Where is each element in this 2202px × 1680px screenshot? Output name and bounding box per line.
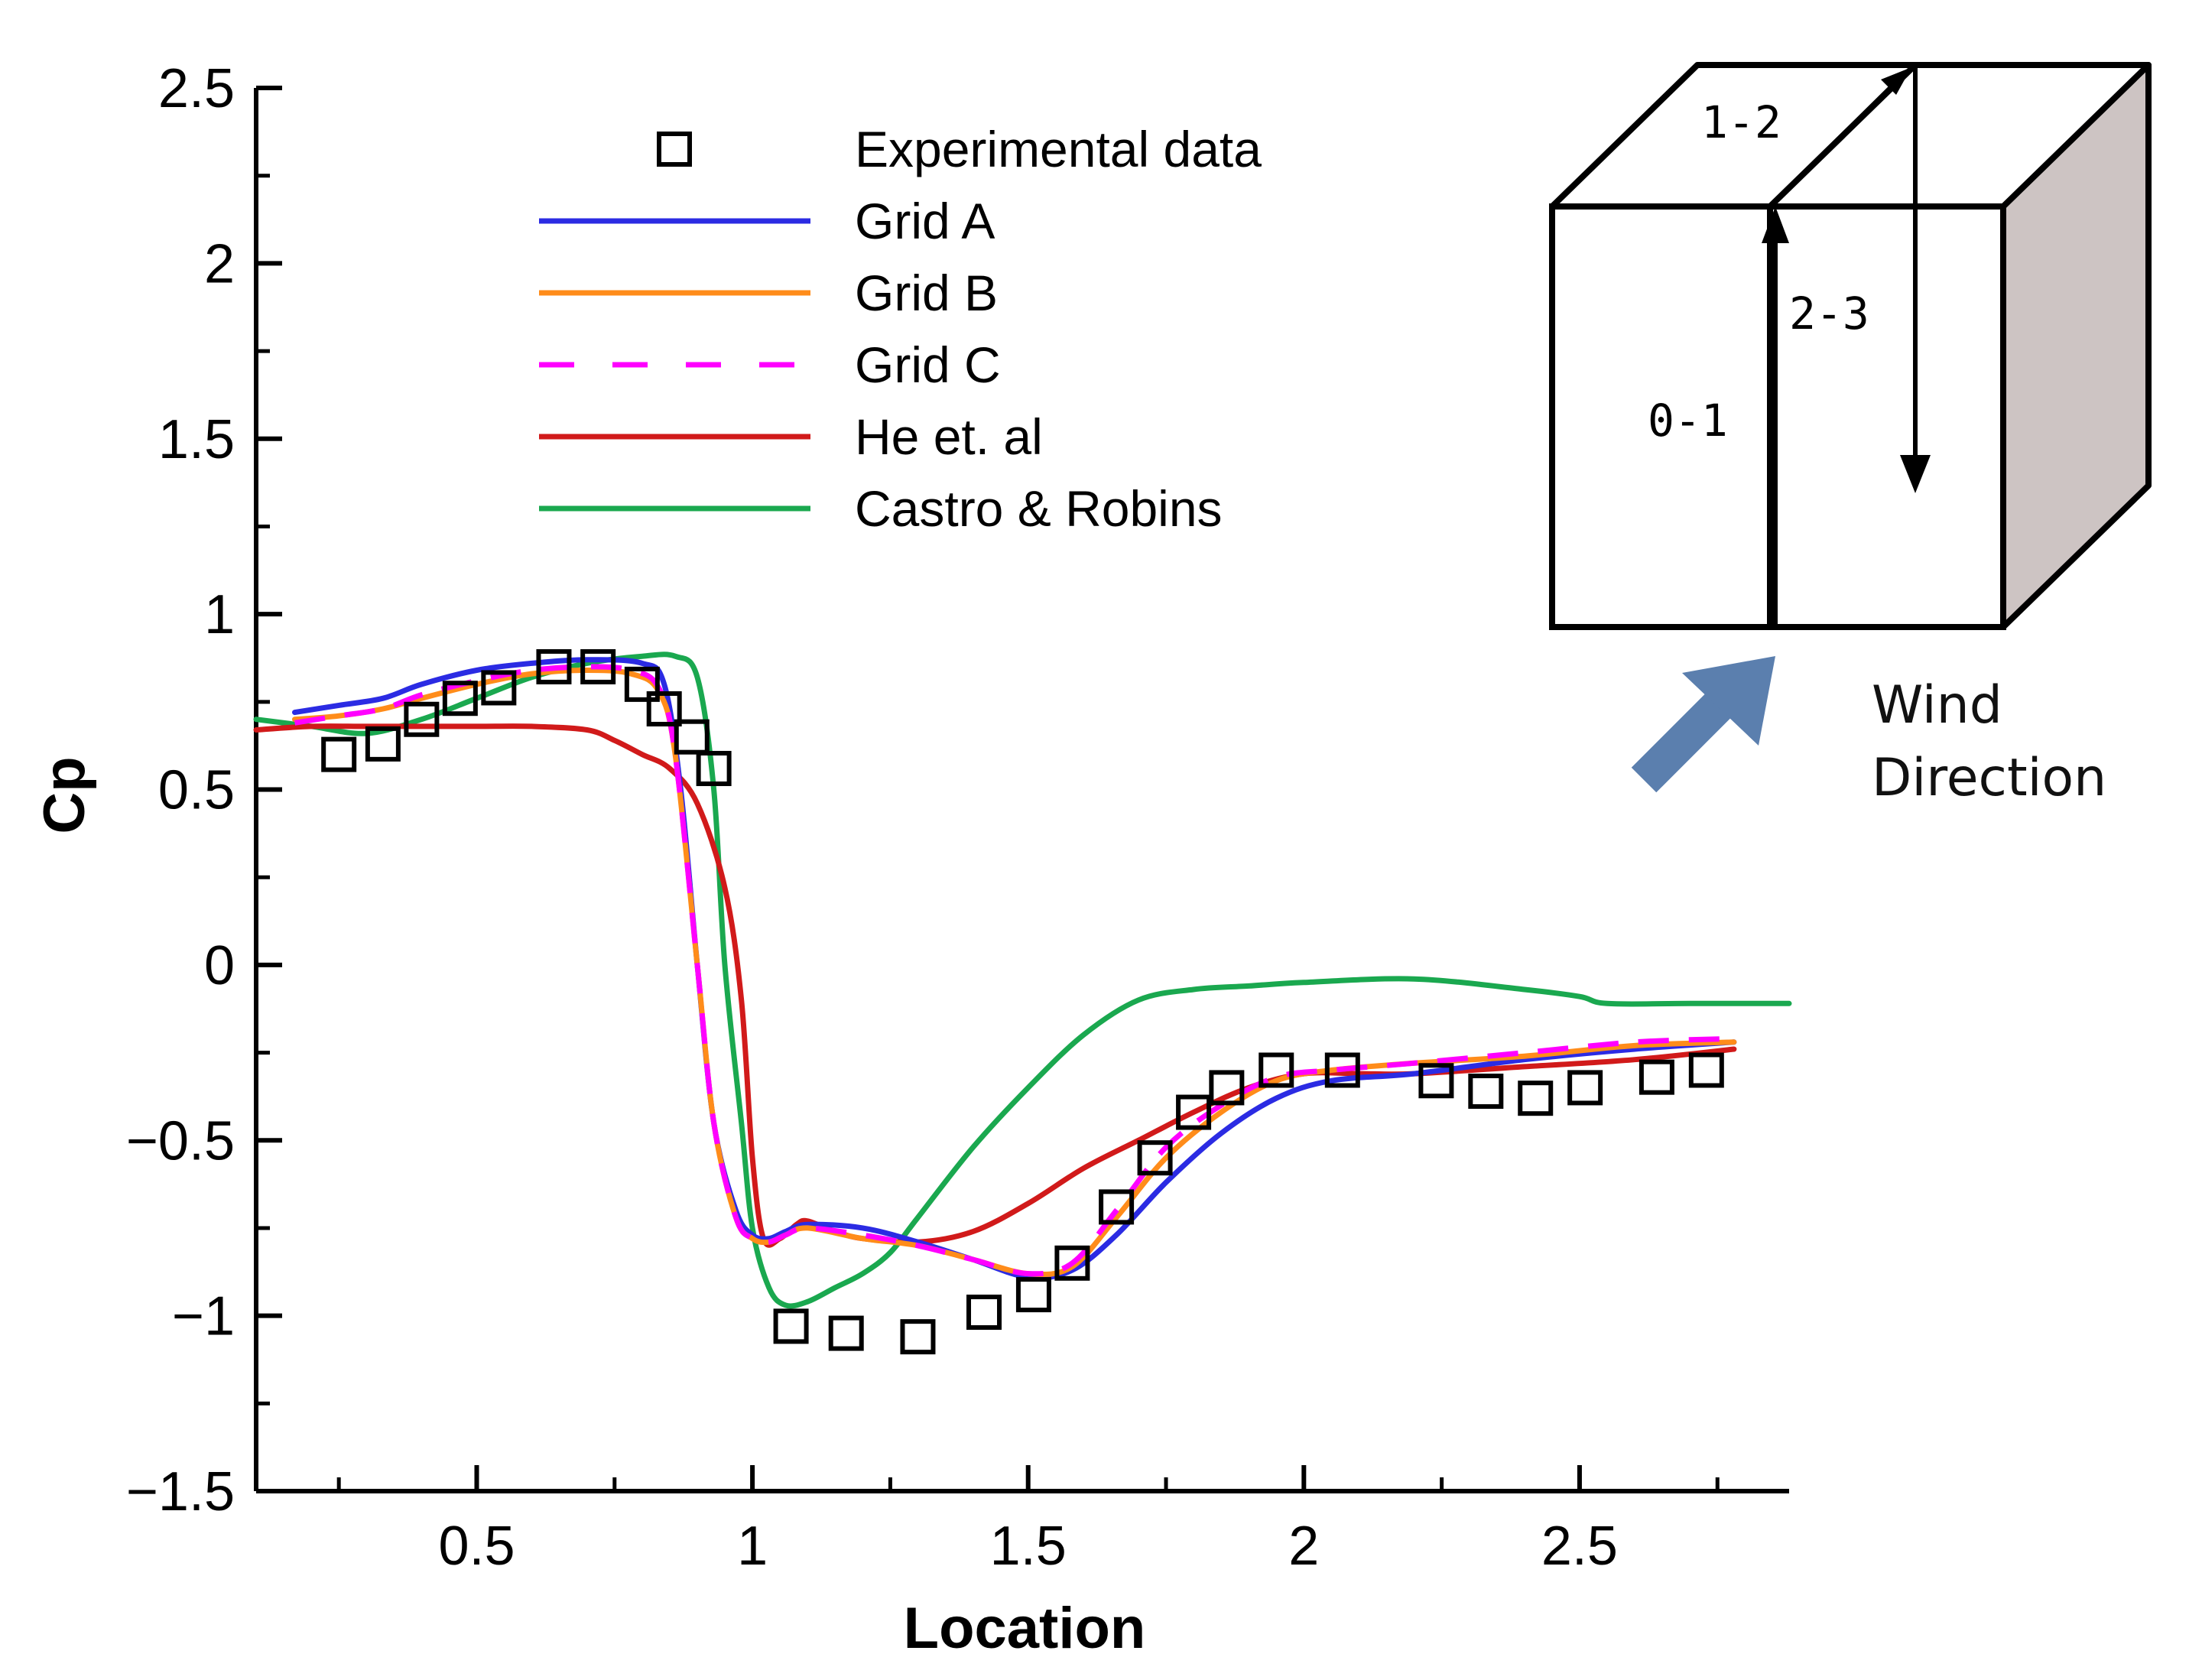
legend-label: Grid C <box>855 336 1001 393</box>
series-line-castro-robins <box>253 652 1792 1309</box>
experimental-data-point <box>442 681 478 717</box>
experimental-data-point <box>1688 1052 1724 1088</box>
arrow-1-2-shaft <box>1768 86 1892 209</box>
series-line-grid-b <box>292 668 1737 1278</box>
experimental-data-point <box>1137 1140 1173 1176</box>
y-tick-label: −0.5 <box>126 1110 235 1171</box>
experimental-data-point <box>1099 1189 1135 1225</box>
building-inset: 1-2 2-3 0-1 Wind Direction <box>1549 62 2152 808</box>
experimental-data-point <box>536 648 572 684</box>
wind-direction-arrow-icon <box>1631 656 1775 793</box>
arrow-2-3-head <box>1900 455 1931 493</box>
experimental-data-point <box>900 1319 936 1355</box>
legend: Experimental data Grid A Grid B Grid C He et… <box>539 121 1262 537</box>
series-line-grid-c <box>294 664 1735 1277</box>
legend-label: Grid A <box>855 193 995 249</box>
experimental-data-point <box>966 1295 1002 1331</box>
experimental-data-point <box>1259 1052 1294 1088</box>
y-tick-label: 0.5 <box>158 760 235 821</box>
legend-item-he-et-al: He et. al <box>539 408 1043 465</box>
experimental-data-point <box>1209 1070 1245 1106</box>
experimental-data-point <box>1015 1277 1051 1313</box>
x-tick-label: 1 <box>737 1516 768 1577</box>
legend-item-castro-robins: Castro & Robins <box>539 480 1223 537</box>
arrow-1-2-head <box>1881 67 1911 95</box>
x-tick-label: 2.5 <box>1541 1516 1618 1577</box>
legend-label: Experimental data <box>855 121 1262 177</box>
experimental-data-point <box>646 691 682 726</box>
y-tick-label: 2.5 <box>158 58 235 119</box>
markers-layer <box>321 648 1724 1355</box>
legend-item-grid-b: Grid B <box>539 265 998 321</box>
y-axis-title: Cp <box>32 756 97 834</box>
y-tick-label: 0 <box>204 935 235 996</box>
legend-item-grid-c: Grid C <box>539 336 1001 393</box>
experimental-data-point <box>696 750 732 786</box>
y-tick-label: −1 <box>172 1286 235 1347</box>
experimental-data-point <box>1054 1245 1090 1281</box>
legend-label: He et. al <box>855 408 1043 465</box>
y-tick-label: 2 <box>204 233 235 294</box>
experimental-data-point <box>773 1308 809 1344</box>
x-tick-label: 1.5 <box>990 1516 1067 1577</box>
arrow-0-1-head <box>1762 206 1789 243</box>
experimental-data-point <box>1639 1059 1674 1095</box>
x-tick-label: 0.5 <box>438 1516 515 1577</box>
experimental-data-point <box>580 648 616 684</box>
legend-label: Grid B <box>855 265 998 321</box>
experimental-data-point <box>1468 1074 1504 1110</box>
x-tick-label: 2 <box>1288 1516 1319 1577</box>
experimental-data-point <box>365 726 401 762</box>
series-layer <box>253 652 1792 1309</box>
experimental-data-point <box>624 666 660 702</box>
wind-label-line2: Direction <box>1872 748 2106 808</box>
legend-item-grid-a: Grid A <box>539 193 995 249</box>
series-line-grid-a <box>292 657 1737 1281</box>
legend-swatch <box>657 132 692 167</box>
wind-label-line1: Wind <box>1872 675 2002 736</box>
experimental-data-point <box>1518 1080 1554 1116</box>
y-tick-label: 1 <box>204 584 235 645</box>
segment-label-2-3: 2-3 <box>1789 288 1869 340</box>
x-ticks: 0.5 1 1.5 2 2.5 <box>336 1465 1720 1577</box>
y-tick-label: −1.5 <box>126 1461 235 1522</box>
experimental-data-point <box>1176 1094 1212 1130</box>
segment-label-1-2: 1-2 <box>1701 96 1781 148</box>
y-ticks: −1.5 −1 −0.5 0 0.5 1 1.5 2 2.5 <box>126 58 282 1522</box>
x-axis-title: Location <box>904 1596 1146 1661</box>
experimental-data-point <box>674 719 710 755</box>
experimental-data-point <box>1567 1070 1603 1106</box>
experimental-data-point <box>1324 1052 1360 1088</box>
experimental-data-point <box>1418 1063 1454 1099</box>
experimental-data-point <box>321 736 357 772</box>
experimental-data-point <box>828 1315 864 1351</box>
legend-label: Castro & Robins <box>855 480 1223 537</box>
y-tick-label: 1.5 <box>158 409 235 470</box>
legend-item-experimental-data: Experimental data <box>657 121 1262 177</box>
experimental-data-point <box>404 701 440 737</box>
segment-label-0-1: 0-1 <box>1648 395 1728 447</box>
experimental-data-point <box>481 670 517 706</box>
